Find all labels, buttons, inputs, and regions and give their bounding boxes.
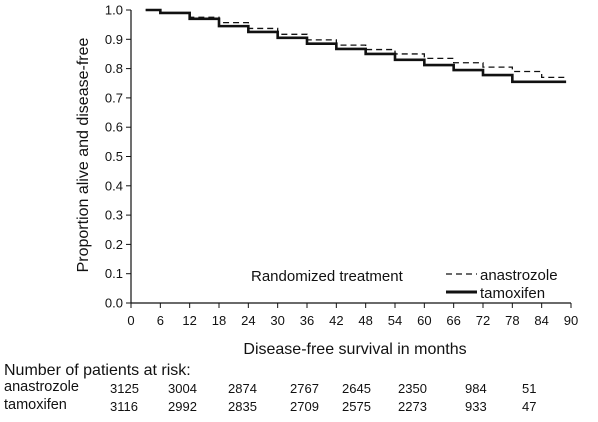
x-tick-label: 18 xyxy=(212,313,226,328)
x-axis-label: Disease-free survival in months xyxy=(243,341,466,358)
legend-label-anastrozole: anastrozole xyxy=(480,267,558,284)
y-tick-label: 0.8 xyxy=(105,61,123,76)
x-tick-label: 90 xyxy=(564,313,578,328)
y-tick-label: 0.4 xyxy=(105,178,123,193)
risk-cell-anastrozole: 2767 xyxy=(290,381,319,396)
risk-cell-anastrozole: 51 xyxy=(522,381,537,396)
x-tick-label: 72 xyxy=(476,313,490,328)
y-axis-ticks: 0.0 0.1 0.2 0.3 0.4 0.5 0.6 0.7 0.8 0.9 1.0 xyxy=(105,3,131,311)
y-tick-label: 0.2 xyxy=(105,237,123,252)
y-tick-label: 0.3 xyxy=(105,208,123,223)
risk-cell-tamoxifen: 2835 xyxy=(228,399,257,414)
y-tick-label: 0.0 xyxy=(105,296,123,311)
risk-cell-tamoxifen: 2575 xyxy=(342,399,371,414)
legend-label-tamoxifen: tamoxifen xyxy=(480,285,545,302)
x-tick-label: 78 xyxy=(505,313,519,328)
x-tick-label: 66 xyxy=(446,313,460,328)
y-tick-label: 0.9 xyxy=(105,32,123,47)
y-tick-label: 0.1 xyxy=(105,266,123,281)
y-tick-label: 0.5 xyxy=(105,149,123,164)
x-tick-label: 12 xyxy=(182,313,196,328)
y-tick-label: 0.6 xyxy=(105,120,123,135)
x-tick-label: 54 xyxy=(388,313,402,328)
risk-table: Number of patients at risk: anastrozole … xyxy=(0,362,598,422)
risk-row-label-anastrozole: anastrozole xyxy=(4,379,79,395)
risk-cell-tamoxifen: 3116 xyxy=(110,399,138,414)
risk-cell-tamoxifen: 2709 xyxy=(290,399,319,414)
risk-cell-anastrozole: 3125 xyxy=(110,381,139,396)
series-line-tamoxifen xyxy=(145,8,567,84)
x-tick-label: 48 xyxy=(358,313,372,328)
risk-table-title: Number of patients at risk: xyxy=(4,362,191,379)
risk-cell-anastrozole: 2645 xyxy=(342,381,371,396)
legend-title: Randomized treatment xyxy=(251,268,404,285)
y-tick-label: 0.7 xyxy=(105,90,123,105)
legend: Randomized treatment anastrozole tamoxif… xyxy=(251,267,558,302)
risk-cell-tamoxifen: 2992 xyxy=(168,399,197,414)
risk-row-label-tamoxifen: tamoxifen xyxy=(4,397,67,413)
x-tick-label: 6 xyxy=(157,313,164,328)
x-tick-label: 60 xyxy=(417,313,431,328)
risk-cell-tamoxifen: 2273 xyxy=(398,399,427,414)
y-axis-label: Proportion alive and disease-free xyxy=(75,38,92,273)
series-line-anastrozole xyxy=(145,9,567,79)
axes xyxy=(130,10,571,304)
x-tick-label: 42 xyxy=(329,313,343,328)
risk-cell-anastrozole: 3004 xyxy=(168,381,197,396)
risk-cell-anastrozole: 984 xyxy=(465,381,487,396)
y-tick-label: 1.0 xyxy=(105,3,123,18)
x-tick-label: 84 xyxy=(534,313,548,328)
risk-cell-tamoxifen: 47 xyxy=(522,399,537,414)
survival-chart: 0 6 12 18 24 30 36 42 48 54 60 66 72 78 84 90 0.0 0.1 0.2… xyxy=(75,3,578,359)
x-tick-label: 24 xyxy=(241,313,255,328)
x-tick-label: 36 xyxy=(300,313,314,328)
x-tick-label: 30 xyxy=(270,313,284,328)
x-axis-ticks: 0 6 12 18 24 30 36 42 48 54 60 66 72 78 84 90 xyxy=(127,303,578,328)
risk-cell-tamoxifen: 933 xyxy=(465,399,487,414)
risk-cell-anastrozole: 2874 xyxy=(228,381,257,396)
risk-cell-anastrozole: 2350 xyxy=(398,381,427,396)
series-lines xyxy=(145,8,567,84)
x-tick-label: 0 xyxy=(127,313,134,328)
